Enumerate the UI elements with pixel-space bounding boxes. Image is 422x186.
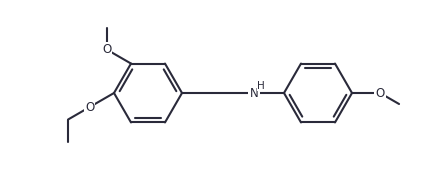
Text: H: H <box>257 81 265 91</box>
Text: O: O <box>102 43 111 56</box>
Text: O: O <box>85 100 95 113</box>
Text: O: O <box>376 86 384 100</box>
Text: N: N <box>250 86 258 100</box>
